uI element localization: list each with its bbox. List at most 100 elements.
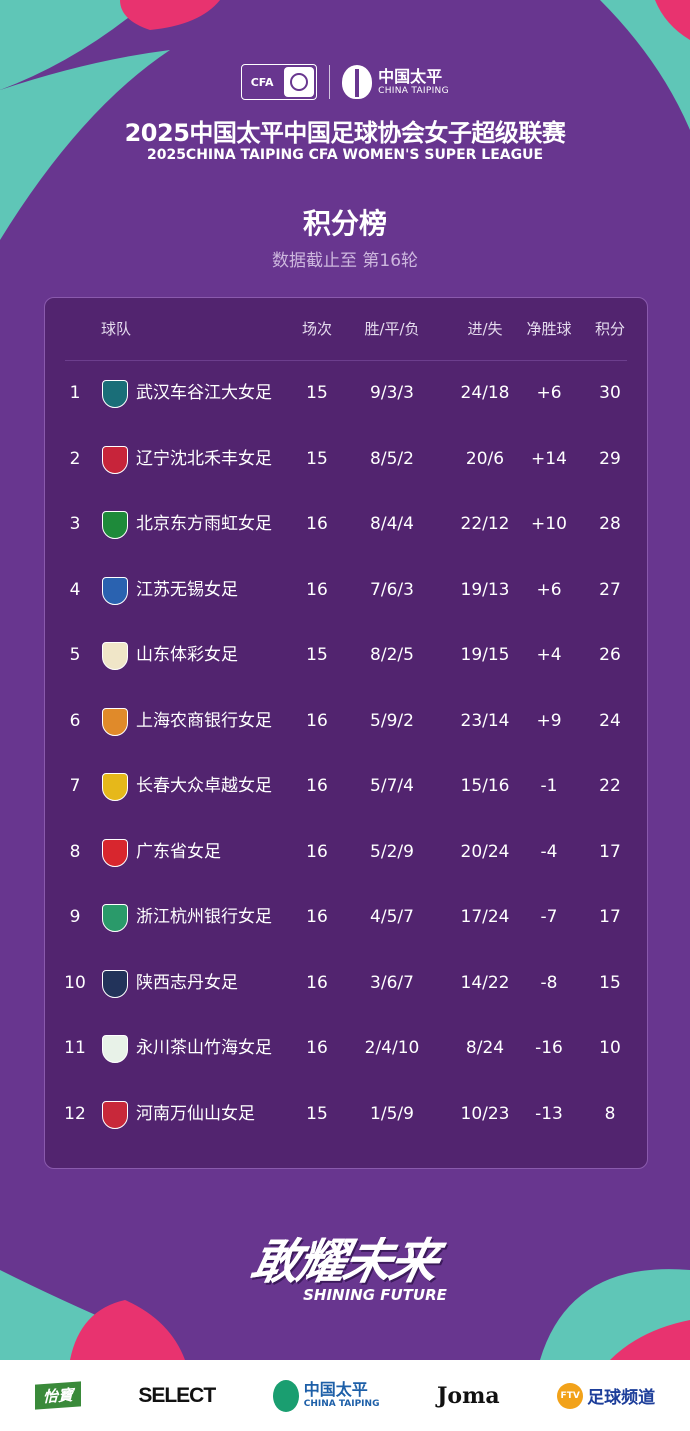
points: 17 [599, 907, 621, 927]
goal-difference: +6 [536, 383, 562, 403]
table-row: 3 北京东方雨虹女足 16 8/4/4 22/12 +10 28 [45, 509, 647, 539]
rank: 12 [64, 1103, 86, 1124]
col-wdl: 胜/平/负 [364, 320, 420, 338]
wdl: 5/2/9 [370, 841, 414, 862]
played: 15 [306, 1103, 328, 1124]
points: 26 [599, 645, 621, 665]
played: 15 [306, 383, 328, 403]
rank: 3 [69, 514, 81, 534]
team-badge-icon [102, 576, 128, 605]
table-row: 1 武汉车谷江大女足 15 9/3/3 24/18 +6 30 [45, 378, 647, 408]
goals-for-against: 24/18 [460, 383, 510, 403]
rank: 6 [69, 710, 81, 731]
table-row: 9 浙江杭州银行女足 16 4/5/7 17/24 -7 17 [45, 902, 647, 932]
team-badge-icon [102, 707, 128, 736]
goal-difference: -16 [535, 1038, 563, 1058]
col-played: 场次 [301, 320, 332, 338]
goals-for-against: 20/24 [460, 841, 510, 862]
wdl: 1/5/9 [370, 1103, 414, 1124]
team-name: 山东体彩女足 [136, 645, 238, 665]
standings-table: 球队 场次 胜/平/负 进/失 净胜球 积分 1 武汉车谷江大女足 15 9/3… [44, 297, 648, 1169]
table-row: 10 陕西志丹女足 16 3/6/7 14/22 -8 15 [45, 968, 647, 998]
data-as-of: 数据截止至 第16轮 [271, 251, 419, 271]
points: 29 [599, 448, 621, 469]
sponsor-select: SELECT [138, 1383, 216, 1407]
goal-difference: +4 [536, 645, 562, 665]
team-name: 长春大众卓越女足 [136, 776, 272, 796]
sponsor-football-channel: FTV 足球频道 [557, 1382, 655, 1409]
points: 24 [599, 710, 621, 731]
page-title: 积分榜 [302, 207, 387, 240]
points: 8 [604, 1103, 616, 1124]
goals-for-against: 19/15 [460, 645, 510, 665]
goal-difference: +10 [531, 514, 567, 534]
played: 16 [306, 776, 328, 796]
played: 16 [306, 972, 328, 993]
goals-for-against: 10/23 [460, 1103, 510, 1124]
wdl: 8/5/2 [370, 448, 414, 469]
table-row: 7 长春大众卓越女足 16 5/7/4 15/16 -1 22 [45, 771, 647, 801]
rank: 2 [69, 448, 81, 469]
points: 22 [599, 776, 621, 796]
wdl: 7/6/3 [370, 579, 414, 600]
team-name: 武汉车谷江大女足 [136, 383, 272, 403]
table-row: 12 河南万仙山女足 15 1/5/9 10/23 -13 8 [45, 1099, 647, 1129]
played: 16 [306, 907, 328, 927]
goals-for-against: 8/24 [465, 1038, 505, 1058]
played: 16 [306, 1038, 328, 1058]
sponsor-cbest: 怡寶 [34, 1381, 81, 1410]
played: 16 [306, 579, 328, 600]
team-name: 浙江杭州银行女足 [136, 907, 272, 927]
goals-for-against: 17/24 [460, 907, 510, 927]
league-title: 2025中国太平中国足球协会女子超级联赛 [124, 119, 566, 147]
divider [329, 65, 331, 99]
goals-for-against: 22/12 [460, 514, 510, 534]
team-badge-icon [102, 445, 128, 474]
rose-emblem-icon [290, 73, 309, 91]
rank: 11 [64, 1038, 86, 1058]
team-name: 广东省女足 [136, 841, 221, 862]
points: 17 [599, 841, 621, 862]
rank: 1 [69, 383, 81, 403]
team-name: 河南万仙山女足 [136, 1103, 255, 1124]
played: 15 [306, 645, 328, 665]
goal-difference: -4 [540, 841, 558, 862]
wdl: 4/5/7 [370, 907, 414, 927]
goal-difference: +9 [536, 710, 562, 731]
col-gd: 净胜球 [526, 320, 572, 338]
tree-icon [342, 65, 373, 99]
rank: 10 [64, 972, 86, 993]
goal-difference: -13 [535, 1103, 563, 1124]
wdl: 8/4/4 [370, 514, 414, 534]
col-team: 球队 [101, 320, 132, 338]
team-badge-icon [102, 380, 128, 408]
background-decoration [0, 0, 690, 1360]
goals-for-against: 19/13 [460, 579, 510, 600]
rank: 9 [69, 907, 81, 927]
rank: 8 [69, 841, 81, 862]
points: 15 [599, 972, 621, 993]
wdl: 3/6/7 [370, 972, 414, 993]
goals-for-against: 15/16 [460, 776, 510, 796]
points: 28 [599, 514, 621, 534]
col-points: 积分 [594, 320, 625, 338]
team-name: 永川茶山竹海女足 [136, 1038, 272, 1058]
team-badge-icon [102, 1100, 128, 1129]
china-taiping-logo: 中国太平 CHINA TAIPING [342, 65, 449, 99]
table-row: 5 山东体彩女足 15 8/2/5 19/15 +4 26 [45, 640, 647, 670]
table-header: 球队 场次 胜/平/负 进/失 净胜球 积分 [45, 318, 647, 340]
played: 16 [306, 841, 328, 862]
goals-for-against: 14/22 [460, 972, 510, 993]
team-name: 北京东方雨虹女足 [136, 514, 272, 534]
sponsor-bar: 怡寶 SELECT 中国太平 CHINA TAIPING Joma FTV 足球频… [0, 1360, 690, 1431]
table-row: 4 江苏无锡女足 16 7/6/3 19/13 +6 27 [45, 575, 647, 605]
played: 16 [306, 710, 328, 731]
wdl: 5/9/2 [370, 710, 414, 731]
team-badge-icon [102, 642, 128, 670]
team-badge-icon [102, 904, 128, 932]
goal-difference: -1 [540, 776, 558, 796]
points: 30 [599, 383, 621, 403]
header-divider [65, 360, 627, 361]
goal-difference: +14 [531, 448, 567, 469]
slogan: 敢耀未来 SHINING FUTURE [245, 1234, 447, 1304]
